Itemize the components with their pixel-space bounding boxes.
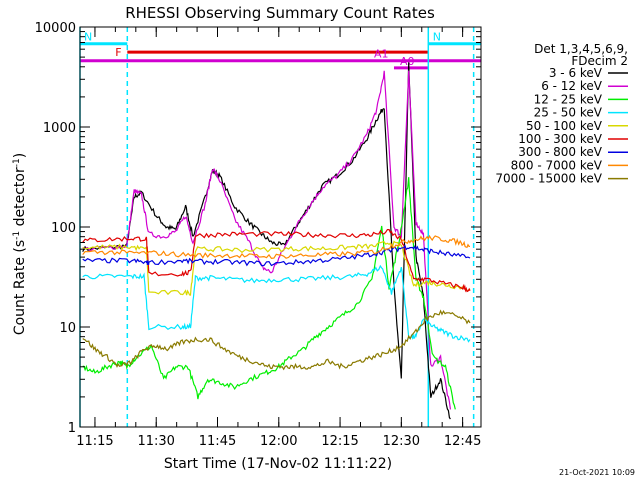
flag-label: A0 bbox=[400, 55, 415, 68]
x-tick-label: 11:15 bbox=[76, 434, 113, 449]
x-axis-label: Start Time (17-Nov-02 11:11:22) bbox=[164, 456, 392, 472]
x-tick-label: 11:30 bbox=[137, 434, 174, 449]
flags-layer: N N F A1 A0 bbox=[80, 31, 481, 70]
legend-entry-label: 6 - 12 keV bbox=[541, 79, 603, 93]
flag-label: A1 bbox=[374, 48, 389, 61]
legend-entry-label: 50 - 100 keV bbox=[526, 119, 603, 133]
legend-header-line: FDecim 2 bbox=[571, 54, 628, 68]
y-tick-label: 1000 bbox=[43, 121, 76, 136]
flag-label: F bbox=[115, 46, 121, 59]
y-axis-label-part: ) bbox=[12, 153, 28, 158]
legend-entry-label: 800 - 7000 keV bbox=[511, 158, 603, 172]
x-tick-label: 12:15 bbox=[321, 434, 358, 449]
x-tick-label: 11:45 bbox=[199, 434, 236, 449]
flag-label: N bbox=[433, 31, 441, 44]
y-axis-label: Count Rate (s-1 detector-1) bbox=[12, 153, 28, 335]
x-tick-label: 12:45 bbox=[444, 434, 481, 449]
x-tick-label: 12:00 bbox=[260, 434, 297, 449]
chart-title: RHESSI Observing Summary Count Rates bbox=[125, 4, 435, 22]
y-tick-label: 100 bbox=[51, 221, 76, 236]
y-tick-label: 10 bbox=[59, 321, 76, 336]
series-line bbox=[82, 234, 470, 260]
legend-entry-label: 100 - 300 keV bbox=[518, 132, 602, 146]
flag-label: N bbox=[84, 31, 92, 44]
y-axis-label-superscript: -1 bbox=[12, 158, 22, 167]
legend-entry-label: 3 - 6 keV bbox=[549, 66, 603, 80]
series-line bbox=[82, 264, 471, 343]
y-axis-label-part: detector bbox=[12, 167, 28, 231]
legend-entry-label: 12 - 25 keV bbox=[534, 92, 603, 106]
legend-header-line: Det 1,3,4,5,6,9, bbox=[534, 42, 628, 56]
y-tick-label: 1 bbox=[68, 421, 76, 436]
ticks-layer: 1 10 100 1000 10000 11:15 11:30 11:45 12:00 12:15… bbox=[35, 21, 482, 449]
x-tick-label: 12:30 bbox=[383, 434, 420, 449]
y-axis-label-part: Count Rate (s bbox=[12, 240, 28, 335]
series-line bbox=[82, 240, 471, 296]
series-layer bbox=[82, 62, 471, 420]
series-line bbox=[82, 244, 471, 267]
y-axis-label-superscript: -1 bbox=[12, 231, 22, 240]
series-line bbox=[82, 62, 451, 420]
series-line bbox=[82, 309, 471, 371]
legend-entry-label: 300 - 800 keV bbox=[518, 145, 602, 159]
legend-entry-label: 25 - 50 keV bbox=[534, 106, 603, 120]
series-line bbox=[82, 177, 456, 410]
legend-entry-label: 7000 - 15000 keV bbox=[495, 172, 602, 186]
timestamp: 21-Oct-2021 10:09 bbox=[559, 468, 635, 477]
series-line bbox=[82, 229, 471, 293]
y-tick-label: 10000 bbox=[35, 21, 76, 36]
